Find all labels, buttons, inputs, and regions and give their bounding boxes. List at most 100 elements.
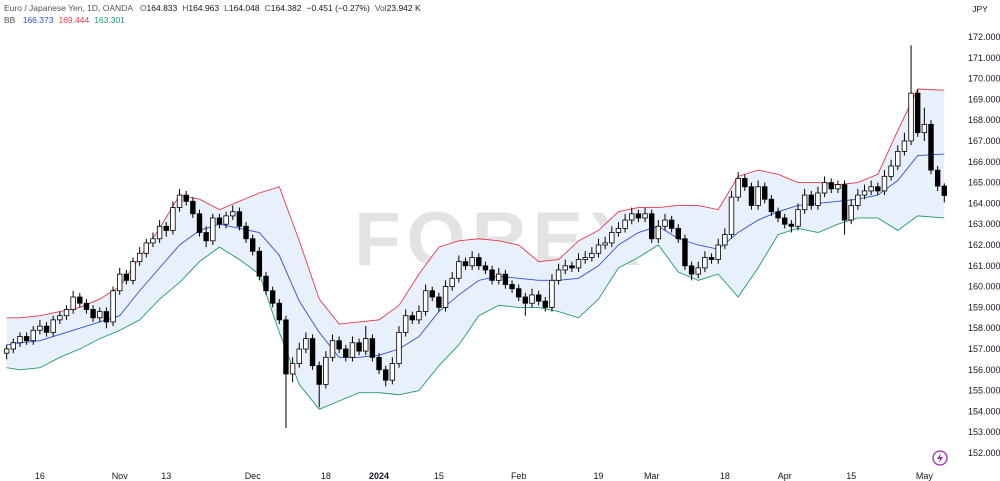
change-value: −0.451 (−0.27%) — [306, 3, 370, 13]
candle-body — [103, 311, 110, 323]
candle-body — [283, 319, 289, 375]
candle-body — [529, 294, 535, 304]
candle-body — [203, 232, 209, 242]
candle-body — [183, 194, 189, 202]
candle-body — [396, 331, 402, 364]
candle-body — [768, 198, 775, 213]
candle-body — [136, 252, 143, 263]
candle-body — [63, 309, 70, 317]
candle-body — [90, 309, 96, 319]
candle-body — [569, 265, 575, 269]
x-tick-label: 18 — [321, 471, 331, 481]
candle-body — [602, 242, 608, 246]
candle-body — [409, 315, 415, 321]
y-tick-label: 162.000 — [968, 240, 1000, 250]
candle-body — [801, 194, 808, 211]
candle-body — [3, 348, 10, 354]
candle-body — [542, 300, 548, 308]
candle-body — [934, 169, 941, 187]
candle-body — [462, 261, 469, 267]
y-tick-label: 159.000 — [968, 302, 1000, 312]
ohlc-label: C — [264, 3, 271, 13]
candle-body — [655, 225, 662, 240]
candle-body — [456, 261, 462, 279]
candle-body — [243, 225, 249, 240]
candle-body — [828, 182, 834, 190]
ohlc-value: 164.833 — [146, 3, 178, 13]
candle-body — [848, 205, 854, 221]
candle-body — [915, 92, 921, 134]
y-tick-label: 172.000 — [968, 32, 1000, 42]
candle-body — [416, 311, 422, 321]
candle-body — [921, 123, 928, 134]
volume-value: 23.942 K — [386, 3, 421, 13]
candle-body — [469, 257, 475, 267]
candle-body — [70, 296, 76, 310]
band-line — [6, 153, 945, 358]
candle-body — [230, 211, 236, 217]
symbol-name: Euro / Japanese Yen, 1D, OANDA — [4, 3, 133, 13]
ohlc-value: 164.382 — [270, 3, 302, 13]
candle-body — [436, 296, 442, 308]
y-tick-label: 157.000 — [968, 344, 1000, 354]
candle-body — [156, 225, 163, 240]
candle-body — [722, 234, 728, 246]
candle-body — [309, 338, 316, 367]
candle-body — [97, 311, 103, 319]
y-tick-label: 158.000 — [968, 323, 1000, 333]
candle-body — [609, 232, 615, 244]
candle-body — [442, 286, 449, 308]
candle-body — [190, 200, 196, 215]
candle-body — [336, 340, 342, 350]
candle-body — [303, 338, 309, 350]
candle-body — [429, 290, 435, 298]
candle-body — [715, 244, 721, 260]
candle-body — [595, 244, 602, 254]
candle-body — [482, 265, 489, 271]
y-tick-label: 164.000 — [968, 198, 1000, 208]
candle-body — [496, 273, 502, 281]
candle-body — [249, 238, 256, 252]
indicator-value: 163.301 — [94, 15, 125, 25]
candle-body — [163, 225, 169, 231]
candle-body — [269, 290, 276, 304]
ohlc-value: 164.048 — [228, 3, 260, 13]
candle-body — [755, 186, 761, 206]
candle-body — [110, 290, 116, 323]
candle-body — [210, 217, 216, 242]
candle-body — [662, 219, 668, 227]
candle-body — [143, 242, 149, 254]
candle-body — [363, 338, 369, 352]
candle-body — [835, 184, 841, 190]
currency-box[interactable] — [968, 2, 992, 16]
candle-body — [223, 215, 229, 225]
y-tick-label: 165.000 — [968, 178, 1000, 188]
candle-body — [150, 238, 156, 244]
candle-body — [748, 186, 755, 206]
candle-body — [369, 338, 376, 358]
candle-body — [30, 329, 36, 342]
candle-body — [389, 363, 396, 381]
currency-label[interactable]: JPY — [972, 4, 988, 14]
candle-body — [788, 223, 795, 227]
candle-body — [356, 342, 362, 352]
x-tick-label: 18 — [720, 471, 730, 481]
candle-body — [502, 273, 509, 285]
candle-body — [343, 348, 349, 358]
ohlc-label: H — [182, 3, 189, 13]
candle-body — [449, 277, 455, 287]
candle-body — [555, 269, 562, 281]
candle-body — [642, 213, 648, 219]
candle-body — [422, 290, 429, 312]
x-tick-label: Feb — [511, 471, 527, 481]
candle-body — [83, 302, 90, 310]
candle-body — [316, 365, 322, 385]
candle-body — [489, 269, 495, 281]
candle-body — [236, 211, 243, 227]
y-tick-label: 156.000 — [968, 365, 1000, 375]
candle-body — [376, 356, 382, 371]
candle-body — [216, 217, 223, 225]
candle-body — [589, 252, 595, 258]
candle-body — [522, 296, 529, 304]
